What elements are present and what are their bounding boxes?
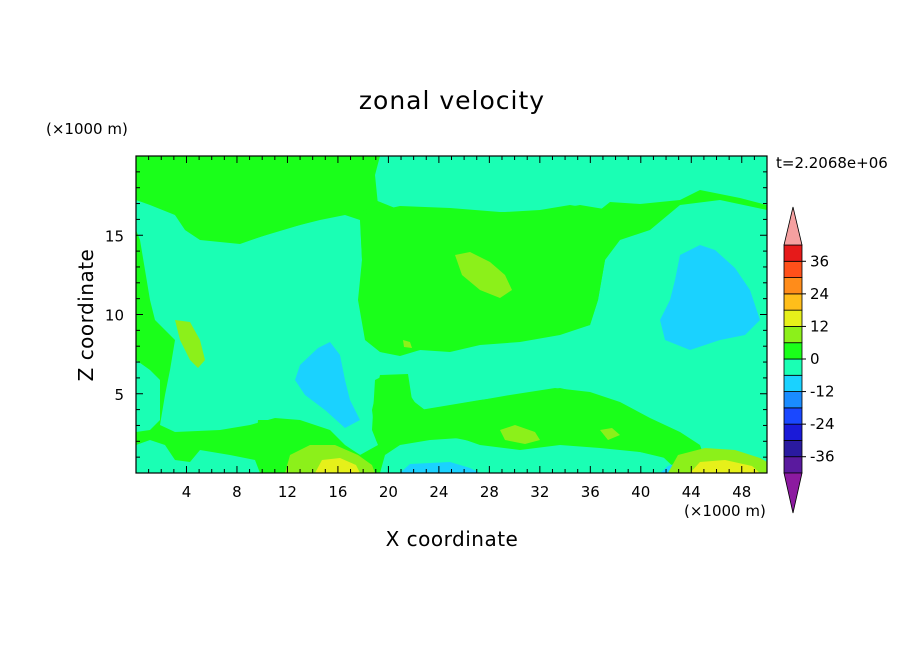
x-tick-label: 32 bbox=[530, 483, 549, 501]
y-tick-label: 5 bbox=[114, 386, 124, 404]
x-tick-label: 40 bbox=[631, 483, 650, 501]
colorbar-swatch bbox=[783, 440, 803, 458]
colorbar-swatch bbox=[783, 326, 803, 344]
colorbar-swatch bbox=[783, 244, 803, 262]
colorbar-tick-label: -12 bbox=[810, 383, 835, 401]
x-tick-label: 20 bbox=[379, 483, 398, 501]
x-tick-label: 36 bbox=[581, 483, 600, 501]
colorbar-tick-label: 36 bbox=[810, 252, 829, 270]
time-label: t=2.2068e+06 bbox=[776, 154, 888, 172]
x-tick-label: 16 bbox=[328, 483, 347, 501]
x-tick-label: 8 bbox=[232, 483, 242, 501]
contour-region bbox=[455, 252, 512, 298]
y-tick-label: 15 bbox=[105, 227, 124, 245]
x-axis-label: X coordinate bbox=[385, 527, 519, 551]
colorbar-swatch bbox=[783, 423, 803, 441]
contour-region bbox=[660, 245, 760, 350]
y-ticks: 5 10 15 bbox=[105, 171, 767, 458]
colorbar-tick-label: 12 bbox=[810, 317, 829, 335]
contour-region bbox=[600, 428, 620, 440]
colorbar-swatch bbox=[783, 342, 803, 360]
colorbar-tick-label: 0 bbox=[810, 350, 820, 368]
colorbar-tick-label: 24 bbox=[810, 285, 829, 303]
contour-field bbox=[136, 156, 767, 473]
contour-region bbox=[370, 156, 767, 215]
x-tick-label: 44 bbox=[682, 483, 701, 501]
contour-region bbox=[136, 156, 380, 240]
colorbar-swatch bbox=[783, 391, 803, 409]
x-tick-label: 28 bbox=[480, 483, 499, 501]
colorbar-swatch bbox=[783, 309, 803, 327]
colorbar-under-triangle bbox=[783, 472, 803, 514]
colorbar-swatch bbox=[783, 277, 803, 295]
colorbar-swatch bbox=[783, 456, 803, 474]
x-ticks: 4 8 12 16 20 24 28 32 36 40 44 48 bbox=[148, 156, 755, 501]
contour-region bbox=[315, 458, 360, 473]
y-axis-unit: (×1000 m) bbox=[46, 120, 128, 138]
x-axis-unit: (×1000 m) bbox=[684, 502, 766, 520]
contour-region bbox=[136, 200, 767, 473]
colorbar-swatch bbox=[783, 293, 803, 311]
contour-region bbox=[690, 460, 760, 473]
colorbar-swatch bbox=[783, 260, 803, 278]
chart-title: zonal velocity bbox=[358, 86, 546, 115]
x-tick-label: 48 bbox=[732, 483, 751, 501]
colorbar-tick-label: -24 bbox=[810, 415, 835, 433]
colorbar-over-triangle bbox=[783, 206, 803, 246]
contour-region bbox=[175, 320, 205, 368]
contour-region bbox=[295, 342, 360, 428]
colorbar: 36 24 12 0 -12 -24 -36 bbox=[783, 206, 835, 514]
contour-region bbox=[372, 374, 710, 473]
contour-region bbox=[500, 425, 540, 444]
colorbar-tick-label: -36 bbox=[810, 448, 835, 466]
x-tick-label: 24 bbox=[429, 483, 448, 501]
contour-region bbox=[136, 440, 260, 473]
x-tick-label: 12 bbox=[278, 483, 297, 501]
colorbar-swatch bbox=[783, 358, 803, 376]
contour-region bbox=[403, 340, 412, 348]
contour-region bbox=[400, 462, 480, 473]
colorbar-swatch bbox=[783, 374, 803, 392]
y-tick-label: 10 bbox=[105, 307, 124, 325]
colorbar-swatch bbox=[783, 407, 803, 425]
x-tick-label: 4 bbox=[182, 483, 192, 501]
contour-region bbox=[136, 360, 160, 432]
